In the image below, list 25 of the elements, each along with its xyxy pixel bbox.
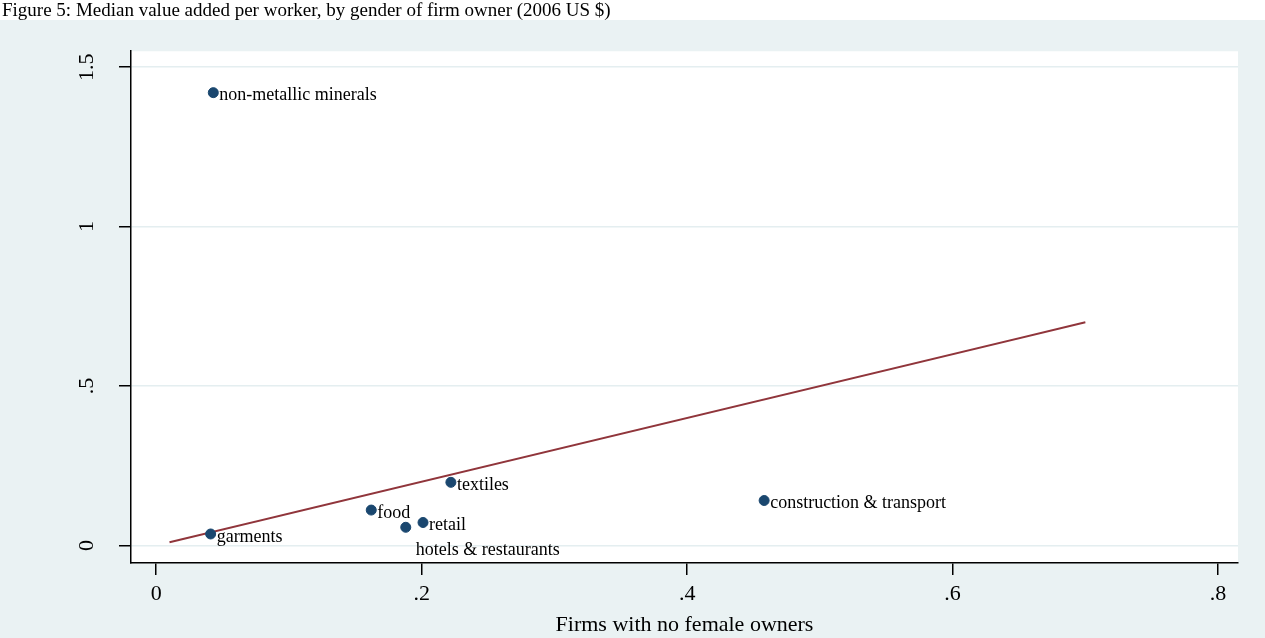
point	[205, 528, 217, 540]
annotation: garments	[216, 525, 283, 546]
point	[445, 476, 457, 488]
y-tick-label: 1	[73, 221, 99, 233]
annotation: hotels & restaurants	[415, 539, 560, 560]
annotation: textiles	[456, 474, 509, 495]
annotation: construction & transport	[770, 492, 947, 513]
x-tick-label: .4	[678, 579, 696, 605]
point	[365, 504, 377, 516]
y-tick-label: .5	[73, 377, 99, 395]
x-tick-label: 0	[150, 579, 162, 605]
point	[758, 495, 770, 506]
point	[400, 521, 412, 533]
chart-title: Figure 5: Median value added per worker, by gender of firm owner (2006 US $)	[1, 0, 612, 20]
point	[417, 517, 429, 528]
annotation: retail	[429, 514, 466, 535]
x-axis-title: Firms with no female owners	[555, 610, 814, 636]
x-tick-label: .8	[1209, 579, 1227, 605]
point	[207, 87, 219, 99]
annotation: non-metallic minerals	[219, 84, 377, 105]
y-tick-label: 0	[73, 539, 99, 551]
x-tick-label: .6	[944, 579, 961, 605]
x-tick-label: .2	[413, 579, 430, 605]
annotation: food	[377, 501, 411, 522]
y-tick-label: 1.5	[73, 53, 99, 81]
